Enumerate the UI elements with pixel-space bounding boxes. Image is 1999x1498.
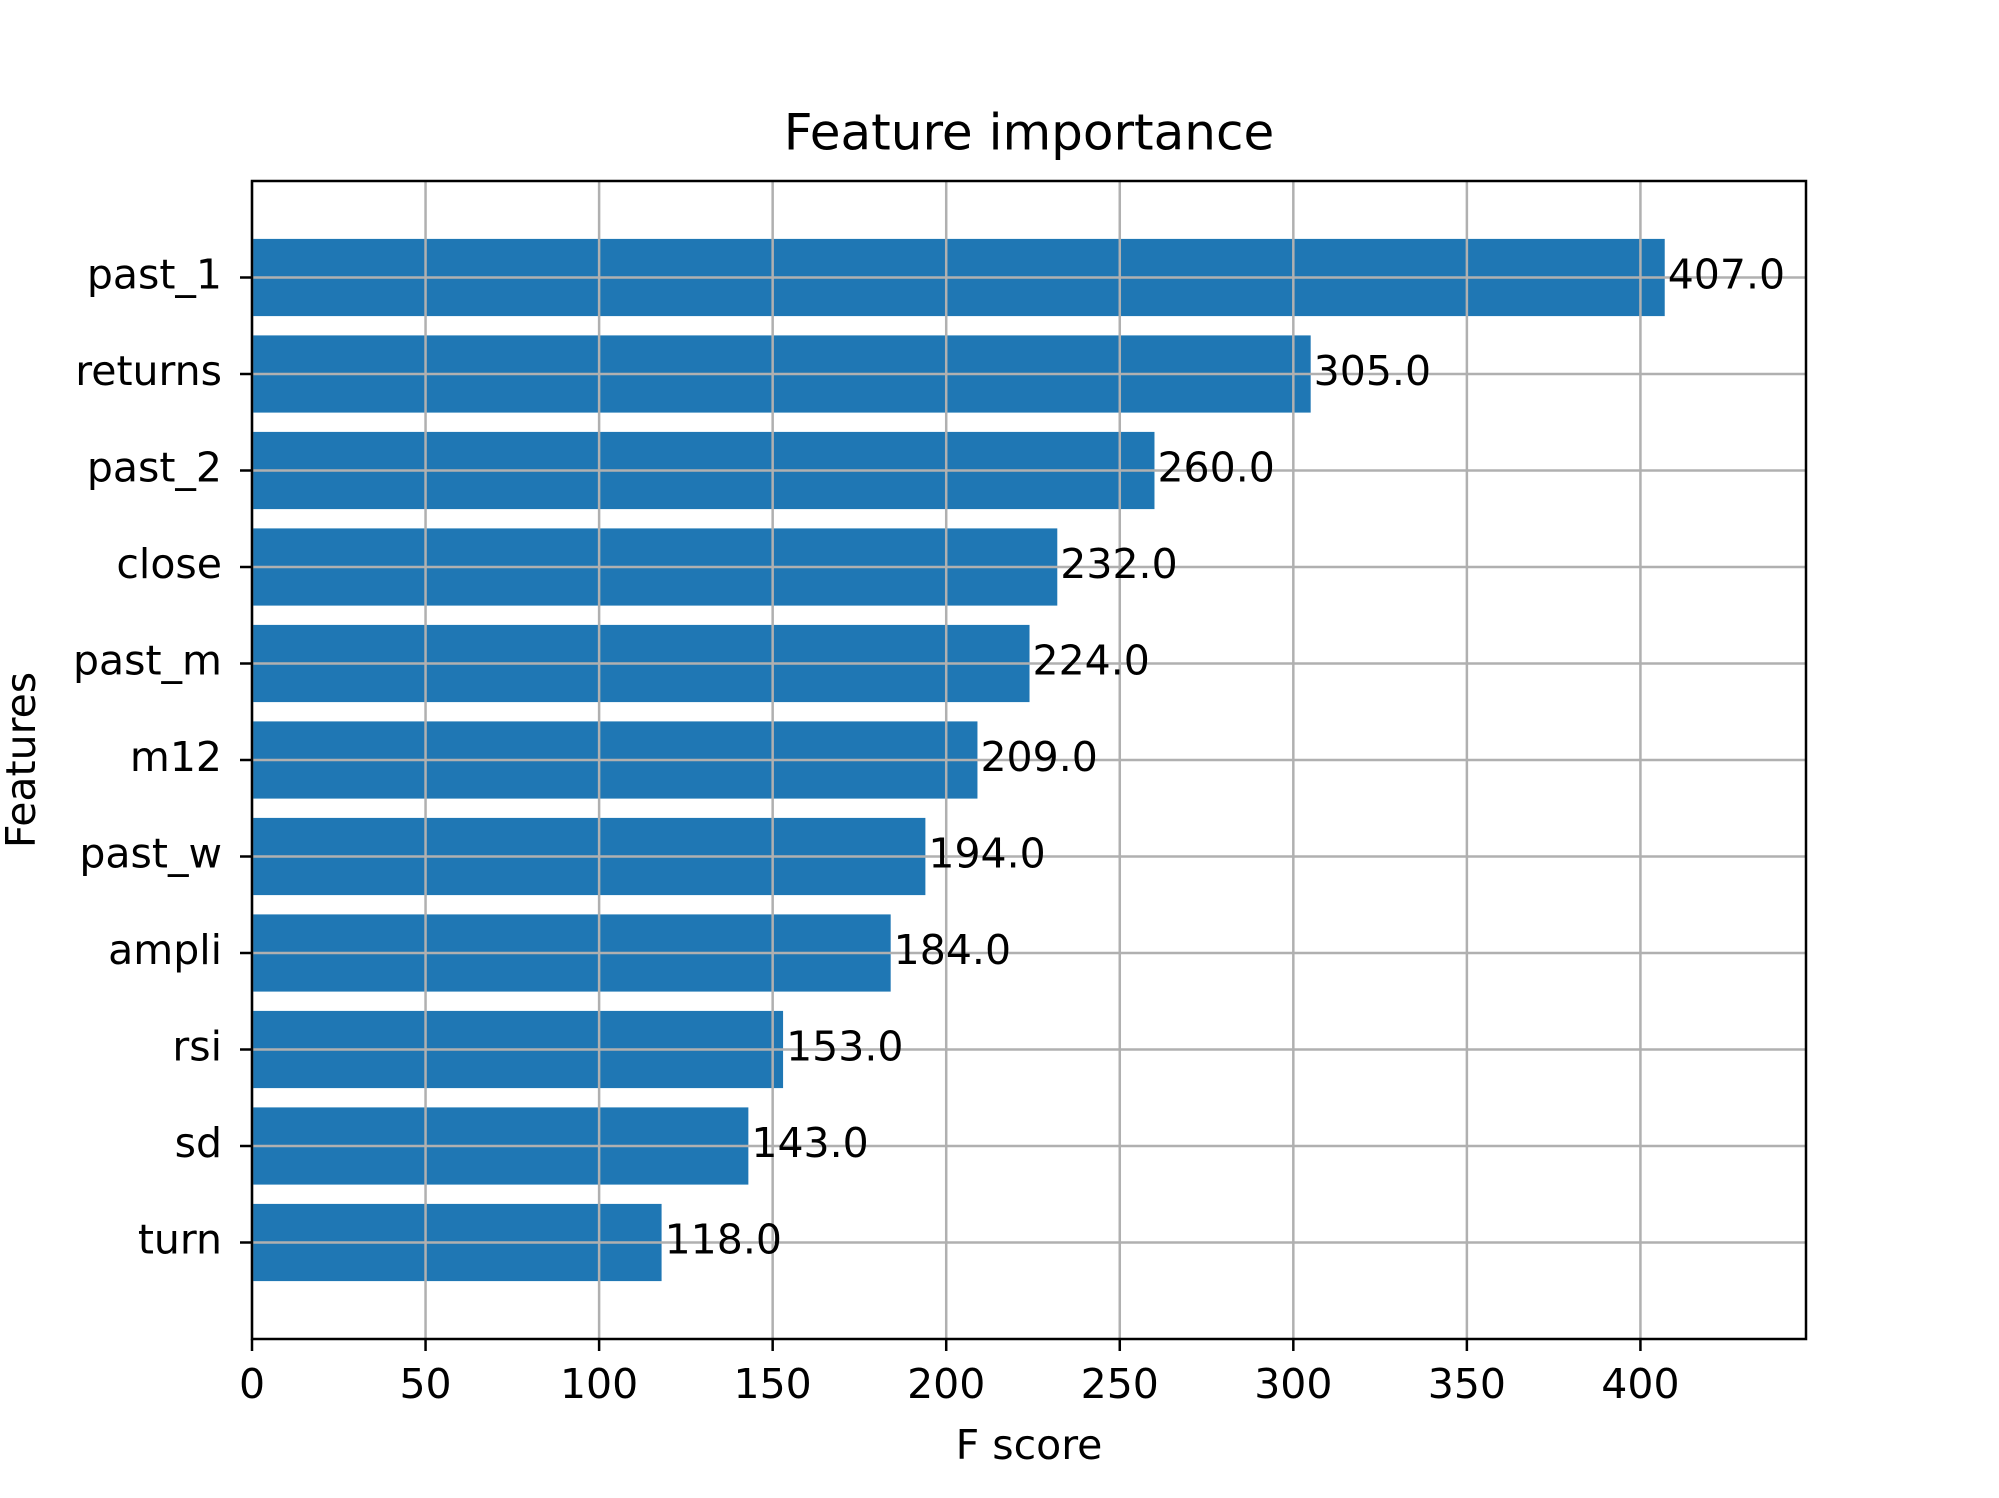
value-label: 209.0: [980, 733, 1097, 781]
x-tick-label: 350: [1428, 1360, 1506, 1408]
y-tick-label: m12: [130, 733, 222, 781]
chart-title: Feature importance: [784, 104, 1275, 162]
x-tick-label: 250: [1081, 1360, 1159, 1408]
x-tick-label: 400: [1601, 1360, 1679, 1408]
value-label: 305.0: [1314, 347, 1431, 395]
y-tick-label: turn: [138, 1216, 222, 1264]
plot-frame: [250, 179, 1808, 1341]
y-tick-label: past_w: [79, 830, 222, 878]
y-tick-label: past_m: [73, 637, 222, 685]
y-tick-label: returns: [75, 347, 222, 395]
x-tick-label: 200: [907, 1360, 985, 1408]
x-axis-label: F score: [956, 1421, 1103, 1469]
y-tick-label: rsi: [172, 1023, 222, 1071]
x-tick-label: 300: [1254, 1360, 1332, 1408]
x-tick-label: 150: [734, 1360, 812, 1408]
value-label: 143.0: [751, 1119, 868, 1167]
value-label: 194.0: [928, 830, 1045, 878]
y-tick-label: close: [116, 540, 222, 588]
y-tick-label: past_2: [87, 444, 222, 492]
y-tick-label: past_1: [87, 251, 222, 299]
value-label: 260.0: [1157, 444, 1274, 492]
x-tick-label: 0: [239, 1360, 265, 1408]
value-label: 224.0: [1033, 637, 1150, 685]
y-axis-label: Features: [0, 672, 45, 848]
value-label: 407.0: [1668, 251, 1785, 299]
y-tick-label: sd: [175, 1119, 222, 1167]
value-label: 153.0: [786, 1023, 903, 1071]
y-tick-label: ampli: [108, 926, 222, 974]
value-label: 232.0: [1060, 540, 1177, 588]
value-label: 184.0: [894, 926, 1011, 974]
value-label: 118.0: [665, 1216, 782, 1264]
x-tick-label: 100: [560, 1360, 638, 1408]
x-tick-label: 50: [399, 1360, 451, 1408]
